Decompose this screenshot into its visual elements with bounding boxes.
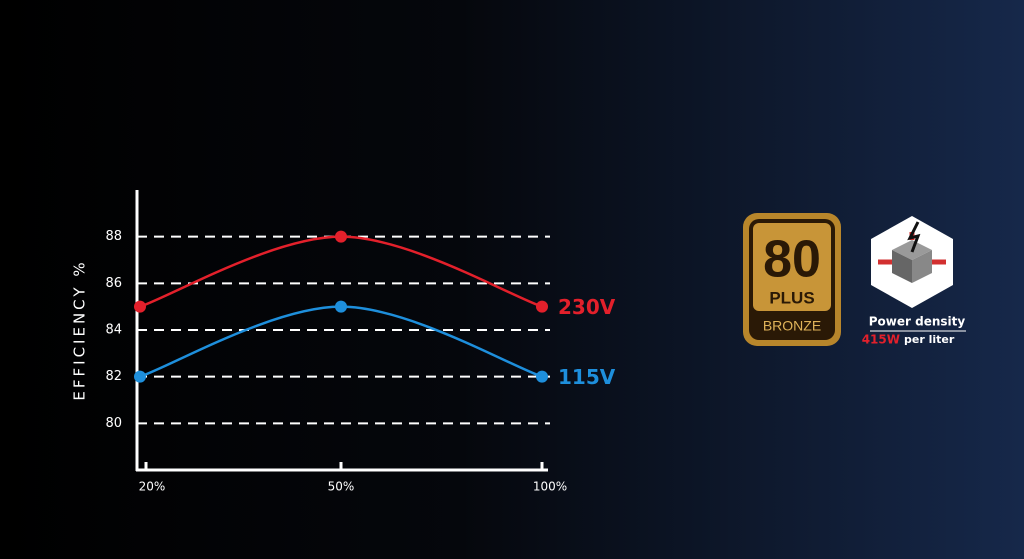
badge-number: 80	[763, 231, 821, 289]
y-axis-label: EFFICIENCY %	[71, 259, 89, 400]
badge-top	[753, 223, 831, 311]
power-value: 415W	[862, 333, 900, 347]
data-point	[536, 370, 548, 383]
x-tick-label: 100%	[533, 480, 567, 494]
plus80-badge: 80 PLUS BRONZE	[743, 213, 841, 346]
x-tick-label: 50%	[328, 480, 355, 494]
power-label: Power density	[869, 315, 966, 329]
y-tick-label: 84	[105, 323, 122, 338]
badge-tier: BRONZE	[763, 318, 821, 334]
cube-right	[912, 250, 932, 283]
badge-word: PLUS	[769, 288, 814, 307]
data-point	[536, 300, 548, 313]
data-point	[134, 300, 146, 313]
x-tick-label: 20%	[139, 480, 166, 494]
bolt	[907, 221, 921, 253]
data-point	[335, 230, 347, 243]
y-tick-label: 88	[105, 229, 122, 244]
series-label: 230V	[558, 295, 616, 319]
series-label: 115V	[558, 365, 616, 389]
y-tick-label: 80	[105, 416, 122, 431]
data-point	[134, 370, 146, 383]
power-unit: per liter	[904, 333, 955, 346]
y-tick-label: 86	[105, 276, 122, 291]
cube-left	[892, 250, 912, 283]
power-icon: Power density 415W per liter	[862, 216, 966, 347]
data-point	[335, 300, 347, 313]
y-tick-label: 82	[105, 369, 122, 384]
